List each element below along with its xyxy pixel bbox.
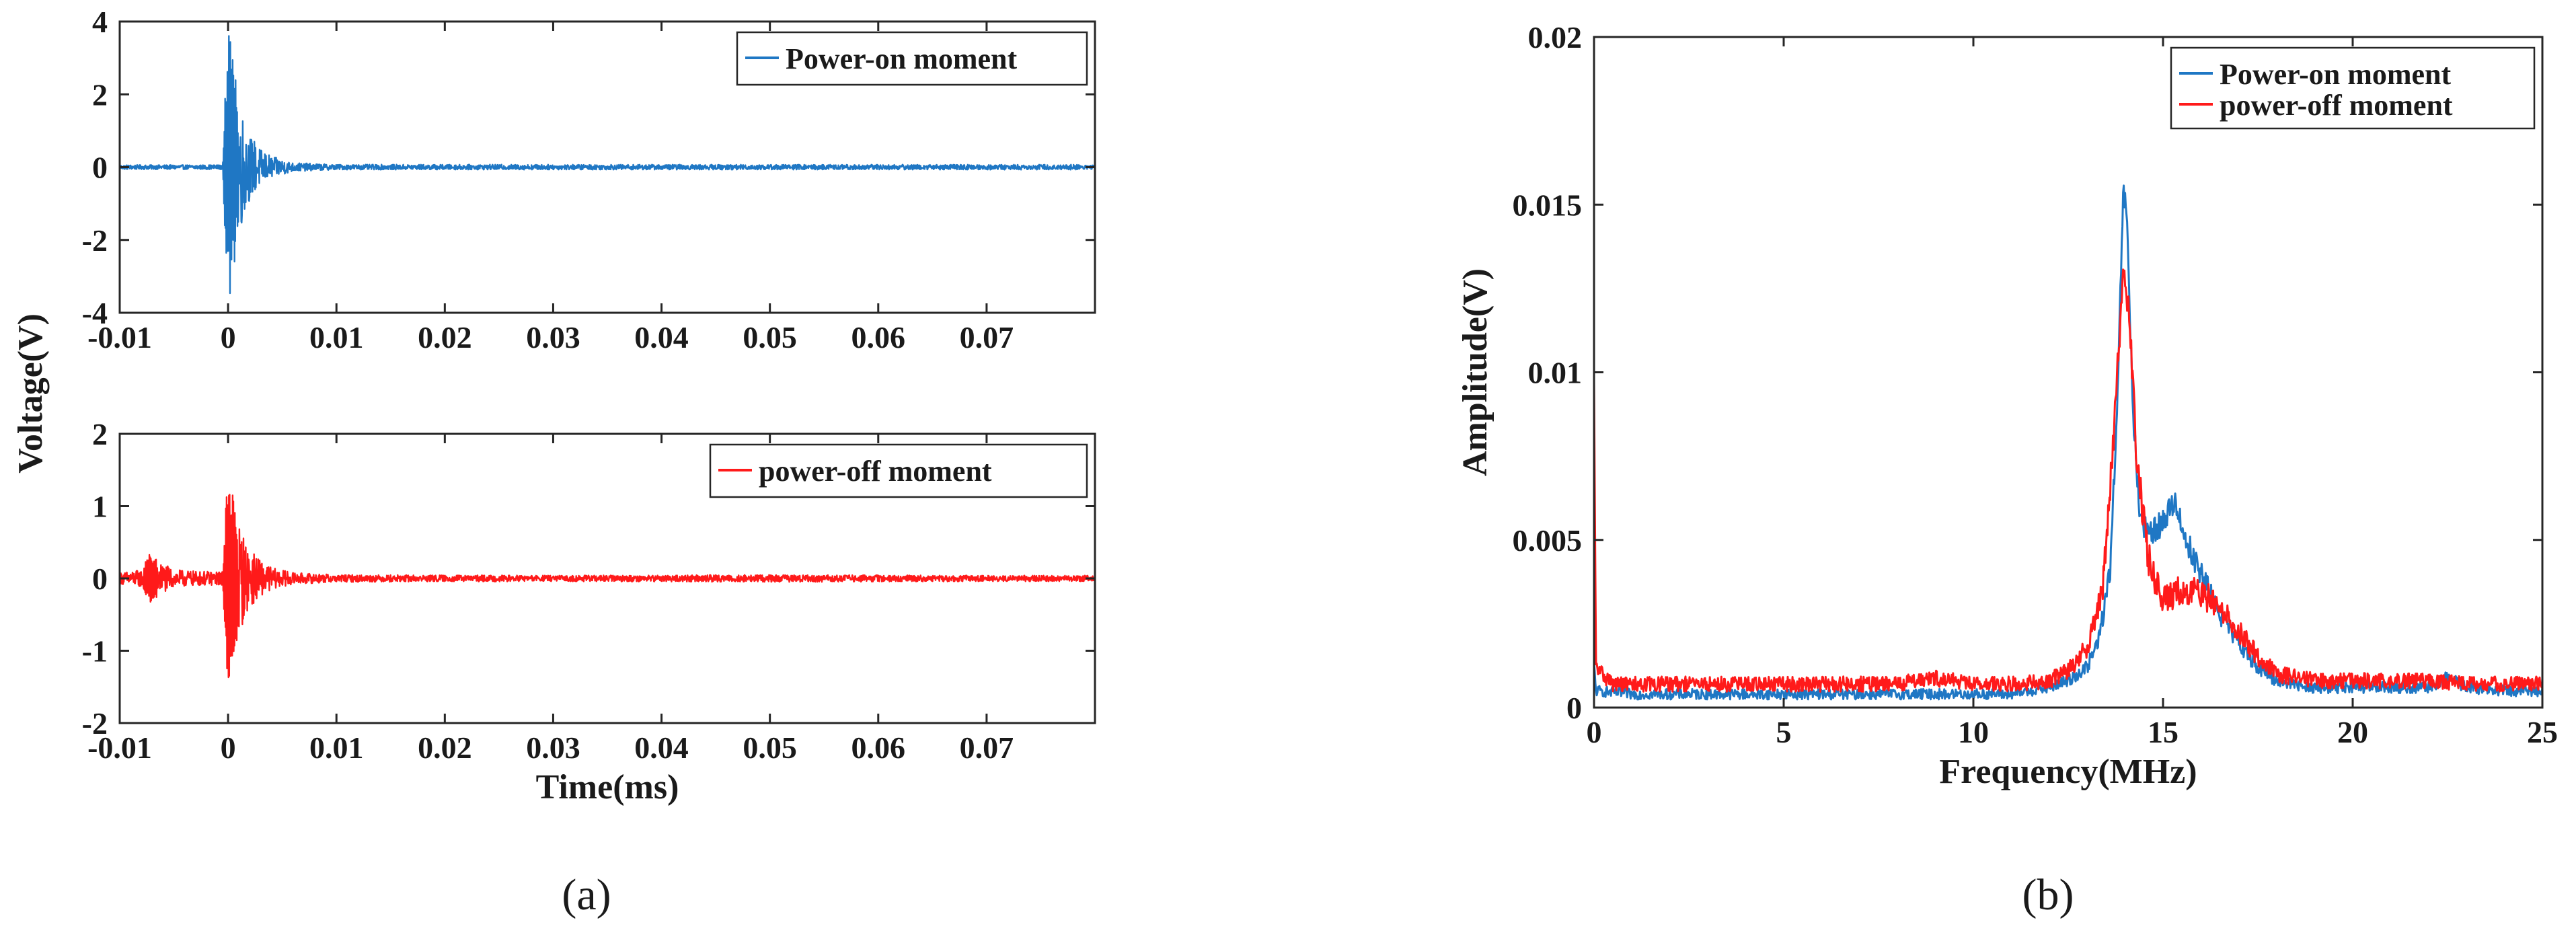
legend: power-off moment xyxy=(709,443,1088,498)
x-tick-label: 0.04 xyxy=(634,320,689,354)
caption-b: (b) xyxy=(2022,870,2074,919)
x-tick-label: 0.02 xyxy=(418,320,472,354)
x-tick-label: -0.01 xyxy=(87,730,152,765)
x-axis-label: Frequency(MHz) xyxy=(1939,753,2197,791)
legend: Power-on moment xyxy=(736,31,1088,86)
voltage-power-off-panel: -0.01 0 0.01 0.02 0.03 0.04 0.05 0.06 0.07 -2 -1 0 1… xyxy=(82,417,1096,806)
x-axis-label: Time(ms) xyxy=(536,768,679,806)
y-axis-label: Amplitude(V) xyxy=(1456,268,1494,476)
x-tick-label: 0.07 xyxy=(960,320,1014,354)
y-tick-label: -1 xyxy=(82,634,108,669)
y-tick-label: 4 xyxy=(92,5,108,39)
x-tick-label: 0.06 xyxy=(851,320,906,354)
x-tick-label: 0.05 xyxy=(743,730,797,765)
x-tick-label: 0.06 xyxy=(851,730,906,765)
x-tick-label: 0 xyxy=(221,320,236,354)
y-tick-label: 2 xyxy=(92,417,108,451)
y-tick-label: 0.015 xyxy=(1513,188,1583,222)
series-line-0 xyxy=(118,494,1096,679)
legend-label-0: power-off moment xyxy=(759,455,992,488)
y-tick-label: -2 xyxy=(82,706,108,741)
y-tick-label: 0.005 xyxy=(1513,523,1583,558)
x-tick-label: 0.03 xyxy=(526,320,580,354)
x-tick-label: 0.01 xyxy=(309,320,364,354)
y-tick-label: 0.02 xyxy=(1528,20,1583,54)
x-tick-label: 5 xyxy=(1776,715,1792,749)
series-line-1 xyxy=(1593,268,2544,693)
voltage-power-on-panel: -0.01 0 0.01 0.02 0.03 0.04 0.05 0.06 0.07 -4 -2 0 2… xyxy=(82,5,1096,354)
legend-label-0: Power-on moment xyxy=(786,42,1018,75)
legend-label-0: Power-on moment xyxy=(2220,58,2452,91)
y-tick-label: 1 xyxy=(92,490,108,524)
legend-box xyxy=(736,31,1088,86)
y-tick-label: -4 xyxy=(82,296,108,330)
y-tick-label: 2 xyxy=(92,77,108,112)
x-tick-label: 15 xyxy=(2148,715,2179,749)
y-tick-label: 0.01 xyxy=(1528,356,1583,390)
y-tick-label: 0 xyxy=(92,151,108,185)
x-tick-label: 0.05 xyxy=(743,320,797,354)
plot-area xyxy=(1594,37,2542,708)
x-tick-label: -0.01 xyxy=(87,320,152,354)
legend-label-1: power-off moment xyxy=(2220,89,2453,122)
x-tick-label: 20 xyxy=(2337,715,2368,749)
x-tick-label: 0.01 xyxy=(309,730,364,765)
x-tick-label: 0.04 xyxy=(634,730,689,765)
x-tick-label: 0 xyxy=(221,730,236,765)
voltage-axis-label: Voltage(V) xyxy=(11,313,50,474)
x-tick-label: 0.02 xyxy=(418,730,472,765)
caption-a: (a) xyxy=(562,870,611,919)
series-line-0 xyxy=(118,35,1096,295)
y-tick-label: -2 xyxy=(82,223,108,258)
y-tick-label: 0 xyxy=(92,562,108,596)
x-tick-label: 0 xyxy=(1587,715,1602,749)
x-tick-label: 25 xyxy=(2527,715,2558,749)
legend-box xyxy=(2170,46,2536,130)
y-tick-label: 0 xyxy=(1566,691,1582,725)
frequency-spectrum-panel: 0 5 10 15 20 25 0 0.005 0.01 0.015 0.02 Frequency(M… xyxy=(1456,20,2558,791)
x-tick-label: 0.03 xyxy=(526,730,580,765)
legend-box xyxy=(709,443,1088,498)
x-tick-label: 0.07 xyxy=(960,730,1014,765)
x-tick-label: 10 xyxy=(1958,715,1989,749)
